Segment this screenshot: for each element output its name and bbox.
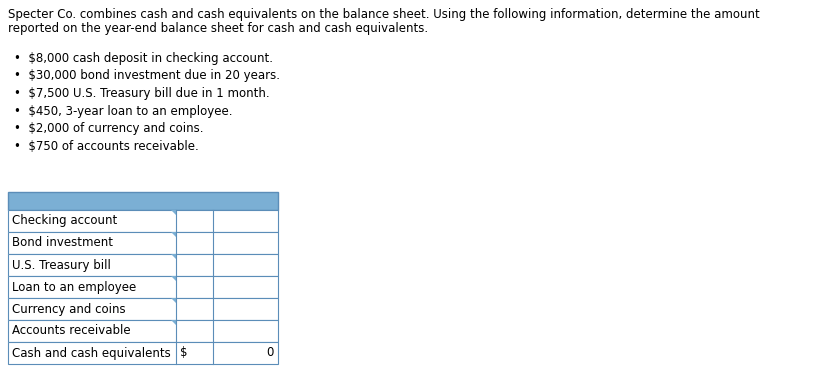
Text: 0: 0	[267, 347, 274, 360]
Text: Bond investment: Bond investment	[12, 237, 113, 250]
Text: $: $	[180, 347, 188, 360]
Text: •  $750 of accounts receivable.: • $750 of accounts receivable.	[14, 139, 198, 152]
Text: reported on the year-end balance sheet for cash and cash equivalents.: reported on the year-end balance sheet f…	[8, 22, 428, 35]
Text: •  $2,000 of currency and coins.: • $2,000 of currency and coins.	[14, 122, 203, 135]
Text: •  $30,000 bond investment due in 20 years.: • $30,000 bond investment due in 20 year…	[14, 70, 280, 82]
Text: Checking account: Checking account	[12, 215, 117, 227]
Text: •  $8,000 cash deposit in checking account.: • $8,000 cash deposit in checking accoun…	[14, 52, 273, 65]
Text: Accounts receivable: Accounts receivable	[12, 325, 131, 337]
Text: Currency and coins: Currency and coins	[12, 302, 126, 315]
Text: Specter Co. combines cash and cash equivalents on the balance sheet. Using the f: Specter Co. combines cash and cash equiv…	[8, 8, 760, 21]
Text: •  $450, 3-year loan to an employee.: • $450, 3-year loan to an employee.	[14, 105, 233, 117]
Text: •  $7,500 U.S. Treasury bill due in 1 month.: • $7,500 U.S. Treasury bill due in 1 mon…	[14, 87, 270, 100]
Text: Cash and cash equivalents: Cash and cash equivalents	[12, 347, 170, 360]
Text: U.S. Treasury bill: U.S. Treasury bill	[12, 258, 111, 272]
Text: Loan to an employee: Loan to an employee	[12, 280, 137, 294]
